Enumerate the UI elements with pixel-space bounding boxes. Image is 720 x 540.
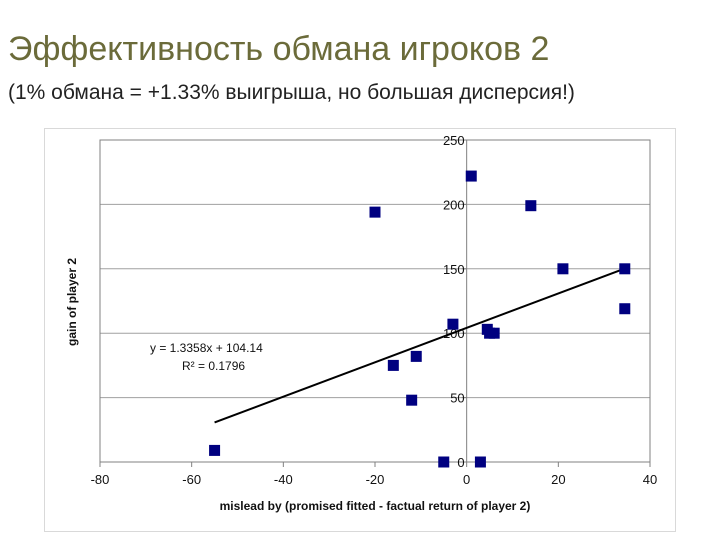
y-tick-label: 0 xyxy=(457,455,464,470)
gridlines xyxy=(100,139,650,463)
data-point xyxy=(387,359,399,371)
x-tick-label: 20 xyxy=(551,472,565,487)
data-point xyxy=(619,263,631,275)
y-tick-label: 200 xyxy=(443,197,465,212)
data-point xyxy=(525,200,537,212)
x-tick-label: -40 xyxy=(274,472,293,487)
y-axis-title: gain of player 2 xyxy=(65,258,79,346)
x-tick-label: -20 xyxy=(366,472,385,487)
y-tick-label: 150 xyxy=(443,262,465,277)
x-tick-label: -80 xyxy=(91,472,110,487)
y-tick-label: 50 xyxy=(450,391,464,406)
data-point xyxy=(410,350,422,362)
x-tick-label: -60 xyxy=(182,472,201,487)
data-points xyxy=(209,170,631,468)
data-point xyxy=(438,456,450,468)
data-point xyxy=(474,456,486,468)
data-point xyxy=(369,206,381,218)
data-point xyxy=(488,327,500,339)
data-point xyxy=(447,318,459,330)
y-tick-label: 250 xyxy=(443,133,465,148)
trendline-equation: y = 1.3358x + 104.14 xyxy=(150,341,263,355)
chart-frame xyxy=(44,128,676,532)
slide-title: Эффективность обмана игроков 2 xyxy=(8,30,550,68)
x-axis-title: mislead by (promised fitted - factual re… xyxy=(220,499,531,513)
data-point xyxy=(406,394,418,406)
data-point xyxy=(465,170,477,182)
data-point xyxy=(557,263,569,275)
x-tick-label: 40 xyxy=(643,472,657,487)
data-point xyxy=(209,444,221,456)
plot-area-border xyxy=(99,139,651,463)
x-tick-label: 0 xyxy=(463,472,470,487)
trendline xyxy=(214,266,628,424)
r-squared-label: R² = 0.1796 xyxy=(182,359,245,373)
x-axis-ticks: -80 -60 -40 -20 0 20 40 xyxy=(91,462,657,487)
slide-subtitle: (1% обмана = +1.33% выигрыша, но большая… xyxy=(8,81,575,104)
data-point xyxy=(619,303,631,315)
